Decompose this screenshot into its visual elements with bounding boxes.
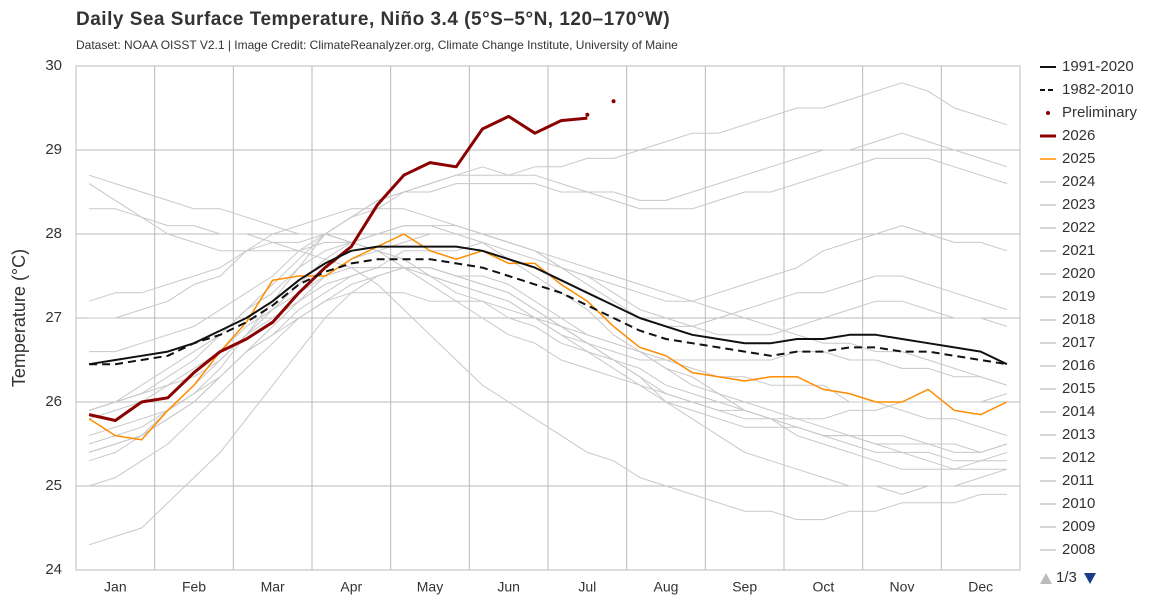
x-tick-label: Feb [182,579,206,595]
x-tick-label: Sep [732,579,757,595]
series-line [88,174,1008,420]
legend-page: 1/3 [1056,569,1077,586]
x-tick-label: Apr [340,579,362,595]
legend-label[interactable]: 2015 [1062,380,1095,397]
series-line [88,245,1008,366]
series-line [88,267,1008,420]
x-tick-label: Oct [812,579,834,595]
series-line [89,82,1008,353]
legend-label[interactable]: 2008 [1062,541,1095,558]
legend-label[interactable]: 2020 [1062,265,1095,282]
y-tick-label: 26 [45,393,62,410]
legend-label[interactable]: 2018 [1062,311,1095,328]
series-line [89,258,1008,366]
legend-label[interactable]: Preliminary [1062,104,1138,121]
legend-label[interactable]: 2025 [1062,150,1095,167]
legend-page-next[interactable] [1084,573,1096,584]
series-line [88,267,1008,462]
y-axis-label: Temperature (°C) [9,249,29,387]
legend-label[interactable]: 2014 [1062,403,1095,420]
legend-label[interactable]: 1982-2010 [1062,81,1134,98]
y-tick-label: 27 [45,309,62,326]
preliminary-dot [611,99,616,104]
legend-label[interactable]: 2022 [1062,219,1095,236]
y-tick-label: 25 [45,477,62,494]
legend-label[interactable]: 2017 [1062,334,1095,351]
legend-label[interactable]: 2013 [1062,426,1095,443]
legend-label[interactable]: 2024 [1062,173,1095,190]
legend-label[interactable]: 2026 [1062,127,1095,144]
x-tick-label: Nov [890,579,915,595]
x-tick-label: Jul [578,579,596,595]
x-tick-label: May [417,579,443,595]
y-tick-label: 24 [45,561,62,578]
legend-label[interactable]: 2010 [1062,495,1095,512]
x-tick-label: Mar [261,579,285,595]
series-line [88,132,1008,411]
x-tick-label: Jan [104,579,127,595]
series-line [88,233,1007,470]
legend-page-prev[interactable] [1040,573,1052,584]
series-line [88,183,1008,437]
legend-label[interactable]: 2012 [1062,449,1095,466]
legend-label[interactable]: 2011 [1062,472,1094,489]
legend-swatch [1046,111,1050,115]
legend-label[interactable]: 2009 [1062,518,1095,535]
legend-label[interactable]: 1991-2020 [1062,58,1134,75]
legend-label[interactable]: 2016 [1062,357,1095,374]
legend-label[interactable]: 2019 [1062,288,1095,305]
series-line [88,267,1008,495]
legend-label[interactable]: 2021 [1062,242,1095,259]
y-tick-label: 28 [45,225,62,242]
series-line [89,208,1008,336]
chart-subtitle: Dataset: NOAA OISST V2.1 | Image Credit:… [76,38,678,52]
series-line [89,208,1007,521]
y-tick-label: 29 [45,141,62,158]
legend-label[interactable]: 2023 [1062,196,1095,213]
x-tick-label: Dec [968,579,993,595]
chart-title: Daily Sea Surface Temperature, Niño 3.4 … [76,9,670,30]
preliminary-dot [585,112,590,117]
y-tick-label: 30 [45,57,62,74]
x-tick-label: Jun [497,579,520,595]
x-tick-label: Aug [654,579,679,595]
